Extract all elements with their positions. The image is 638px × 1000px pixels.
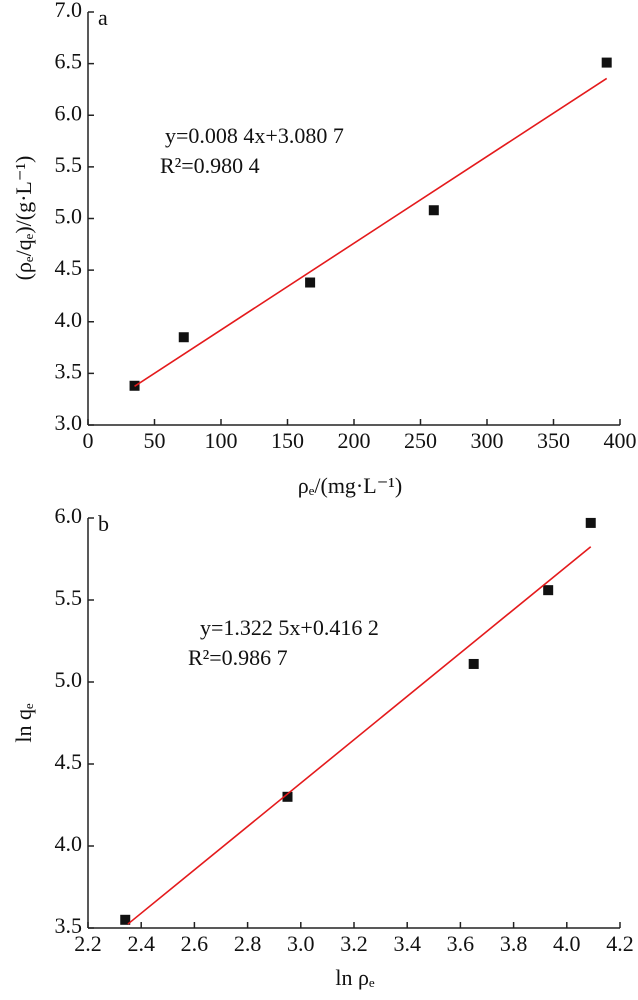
- y-tick-label: 6.0: [55, 503, 83, 528]
- fit-equation: R²=0.986 7: [188, 645, 288, 670]
- x-tick-label: 400: [604, 428, 637, 453]
- x-tick-label: 250: [404, 428, 437, 453]
- data-point: [585, 517, 596, 528]
- fit-equation: y=1.322 5x+0.416 2: [200, 615, 379, 640]
- fit-line: [127, 546, 592, 925]
- x-tick-label: 3.2: [340, 931, 368, 956]
- y-axis-label: ln qₑ: [11, 703, 36, 743]
- fit-equation: y=0.008 4x+3.080 7: [165, 123, 344, 148]
- y-tick-label: 5.0: [55, 667, 83, 692]
- data-point: [282, 791, 293, 802]
- x-tick-label: 3.0: [287, 931, 315, 956]
- x-tick-label: 200: [338, 428, 371, 453]
- x-tick-label: 3.8: [500, 931, 528, 956]
- data-point: [305, 277, 316, 288]
- data-point: [120, 914, 131, 925]
- panel-label: b: [98, 511, 109, 536]
- y-tick-label: 6.0: [55, 100, 83, 125]
- x-tick-label: 50: [144, 428, 166, 453]
- y-tick-label: 5.5: [55, 152, 83, 177]
- y-tick-label: 5.5: [55, 585, 83, 610]
- x-axis-label: ρₑ/(mg·L⁻¹): [298, 473, 402, 498]
- x-tick-label: 0: [83, 428, 94, 453]
- x-tick-label: 300: [471, 428, 504, 453]
- x-tick-label: 4.2: [606, 931, 634, 956]
- fit-line: [134, 77, 608, 387]
- y-tick-label: 4.0: [55, 307, 83, 332]
- data-point: [178, 332, 189, 343]
- x-tick-label: 2.8: [234, 931, 262, 956]
- y-tick-label: 3.5: [55, 913, 83, 938]
- x-tick-label: 2.2: [74, 931, 102, 956]
- y-tick-label: 7.0: [55, 0, 83, 22]
- data-point: [468, 658, 479, 669]
- x-tick-label: 350: [537, 428, 570, 453]
- y-tick-label: 4.0: [55, 831, 83, 856]
- x-tick-label: 3.4: [393, 931, 421, 956]
- data-point: [543, 585, 554, 596]
- x-axis-label: ln ρₑ: [335, 965, 375, 990]
- x-tick-label: 100: [205, 428, 238, 453]
- y-axis-label: (ρₑ/qₑ)/(g·L⁻¹): [11, 156, 36, 281]
- fit-equation: R²=0.980 4: [160, 153, 260, 178]
- y-tick-label: 6.5: [55, 49, 83, 74]
- y-tick-label: 4.5: [55, 255, 83, 280]
- panel-label: a: [98, 5, 108, 30]
- y-tick-label: 3.0: [55, 410, 83, 435]
- y-tick-label: 5.0: [55, 204, 83, 229]
- x-tick-label: 2.4: [127, 931, 155, 956]
- data-point: [601, 57, 612, 68]
- y-tick-label: 3.5: [55, 358, 83, 383]
- data-point: [428, 205, 439, 216]
- x-tick-label: 3.6: [447, 931, 475, 956]
- x-tick-label: 4.0: [553, 931, 581, 956]
- x-tick-label: 2.6: [181, 931, 209, 956]
- y-tick-label: 4.5: [55, 749, 83, 774]
- x-tick-label: 150: [271, 428, 304, 453]
